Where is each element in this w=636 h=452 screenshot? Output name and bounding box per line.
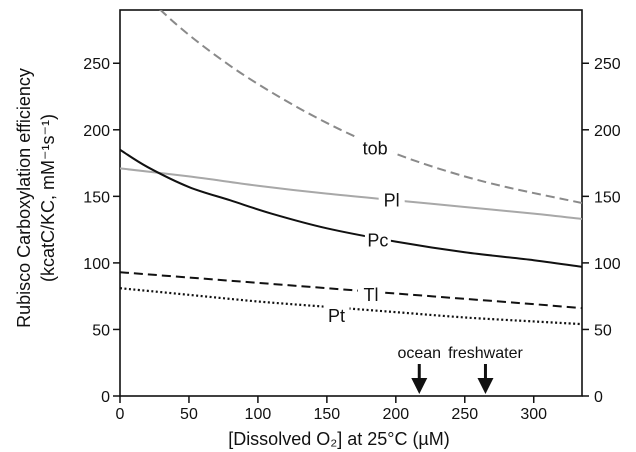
marker-label-freshwater: freshwater xyxy=(448,345,523,362)
series-line-pl xyxy=(120,167,582,220)
y-axis-title-line2: (kcatC/KC, mM⁻¹s⁻¹) xyxy=(38,114,58,282)
right-y-tick-label-250: 250 xyxy=(594,56,621,73)
y-tick-label-250: 250 xyxy=(83,56,110,73)
y-tick-label-100: 100 xyxy=(83,256,110,273)
series-label-tob: tob xyxy=(363,138,388,158)
x-tick-label-300: 300 xyxy=(520,406,547,423)
x-tick-label-150: 150 xyxy=(314,406,341,423)
y-tick-label-150: 150 xyxy=(83,189,110,206)
series-label-bg-pl xyxy=(378,188,405,211)
x-axis-title: [Dissolved O₂] at 25°C (µM) xyxy=(228,429,450,449)
y-axis-title-line1: Rubisco Carboxylation efficiency xyxy=(14,68,34,328)
series-line-pc xyxy=(120,148,582,268)
plot-frame xyxy=(119,9,583,397)
x-tick-label-50: 50 xyxy=(180,406,198,423)
series-label-bg-tob xyxy=(357,136,394,159)
marker-arrow-head-ocean xyxy=(411,378,428,394)
series-label-bg-pc xyxy=(364,228,391,251)
series-label-pl: Pl xyxy=(384,190,400,210)
series-line-tob xyxy=(159,10,582,204)
y-tick-label-50: 50 xyxy=(92,322,110,339)
y-tick-label-200: 200 xyxy=(83,123,110,140)
right-y-tick-label-150: 150 xyxy=(594,189,621,206)
series-label-pc: Pc xyxy=(367,230,388,250)
x-tick-label-200: 200 xyxy=(382,406,409,423)
y-tick-label-0: 0 xyxy=(101,389,110,406)
series-labels: tob Pl Pc Tl Pt xyxy=(323,136,405,327)
x-tick-label-250: 250 xyxy=(451,406,478,423)
right-y-tick-label-200: 200 xyxy=(594,123,621,140)
right-y-tick-label-50: 50 xyxy=(594,322,612,339)
left-y-axis: 0 50 100 150 200 250 xyxy=(83,56,120,406)
series-label-bg-tl xyxy=(357,282,384,305)
o2-markers: ocean freshwater xyxy=(397,345,523,394)
series-lines xyxy=(120,10,582,326)
right-y-tick-label-100: 100 xyxy=(594,256,621,273)
x-tick-label-0: 0 xyxy=(116,406,125,423)
series-line-tl xyxy=(120,271,582,310)
marker-label-ocean: ocean xyxy=(397,345,441,362)
x-tick-label-100: 100 xyxy=(245,406,272,423)
series-label-pt: Pt xyxy=(328,306,345,326)
series-label-bg-pt xyxy=(323,304,350,327)
series-line-pt xyxy=(120,287,582,326)
series-label-tl: Tl xyxy=(363,285,378,305)
x-axis: 0 50 100 150 200 250 300 xyxy=(116,396,547,423)
plot-border xyxy=(119,9,583,397)
right-y-axis: 0 50 100 150 200 250 xyxy=(582,56,621,406)
marker-arrow-head-freshwater xyxy=(477,378,494,394)
right-y-tick-label-0: 0 xyxy=(594,389,603,406)
